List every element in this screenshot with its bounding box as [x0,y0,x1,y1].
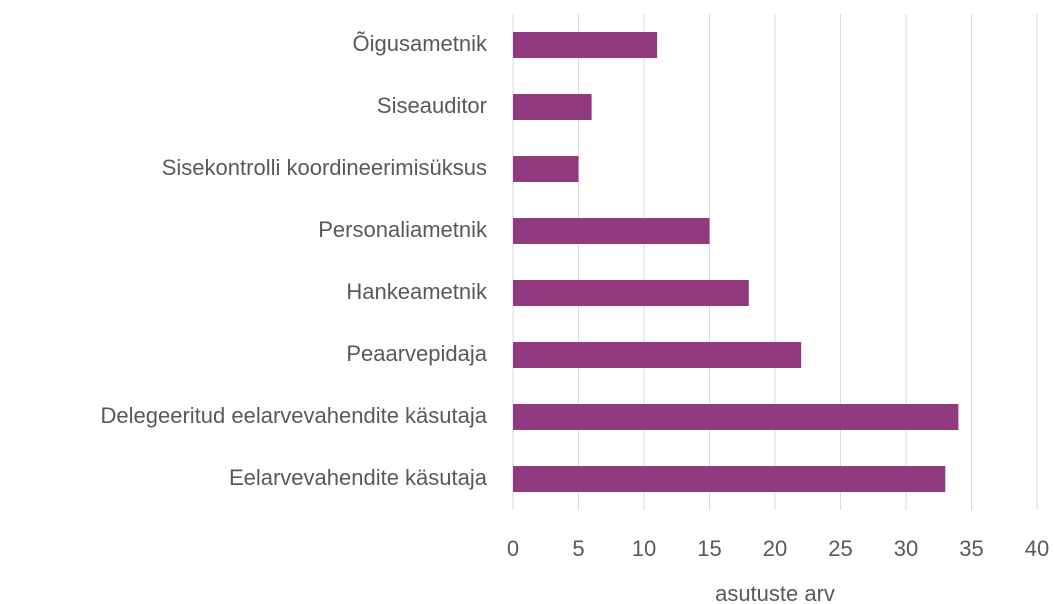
x-tick-label: 25 [828,536,852,561]
x-tick-label: 20 [763,536,787,561]
bar [513,466,946,492]
x-tick-label: 0 [507,536,519,561]
y-tick-label: Eelarvevahendite käsutaja [229,465,488,490]
y-tick-label: Hankeametnik [346,279,488,304]
x-tick-label: 30 [894,536,918,561]
y-tick-label: Personaliametnik [318,217,488,242]
bar [513,32,658,58]
y-tick-label: Peaarvepidaja [346,341,487,366]
bar [513,94,592,120]
x-tick-label: 35 [959,536,983,561]
y-tick-label: Siseauditor [377,93,487,118]
y-tick-label: Delegeeritud eelarvevahendite käsutaja [101,403,488,428]
x-tick-label: 15 [697,536,721,561]
y-tick-label: Õigusametnik [352,31,488,56]
x-tick-label: 40 [1025,536,1049,561]
bar [513,156,579,182]
y-tick-label: Sisekontrolli koordineerimisüksus [162,155,487,180]
bar [513,218,710,244]
bar [513,404,959,430]
x-tick-label: 5 [572,536,584,561]
x-tick-label: 10 [632,536,656,561]
bar [513,280,749,306]
bar [513,342,802,368]
x-axis-label: asutuste arv [715,581,835,604]
